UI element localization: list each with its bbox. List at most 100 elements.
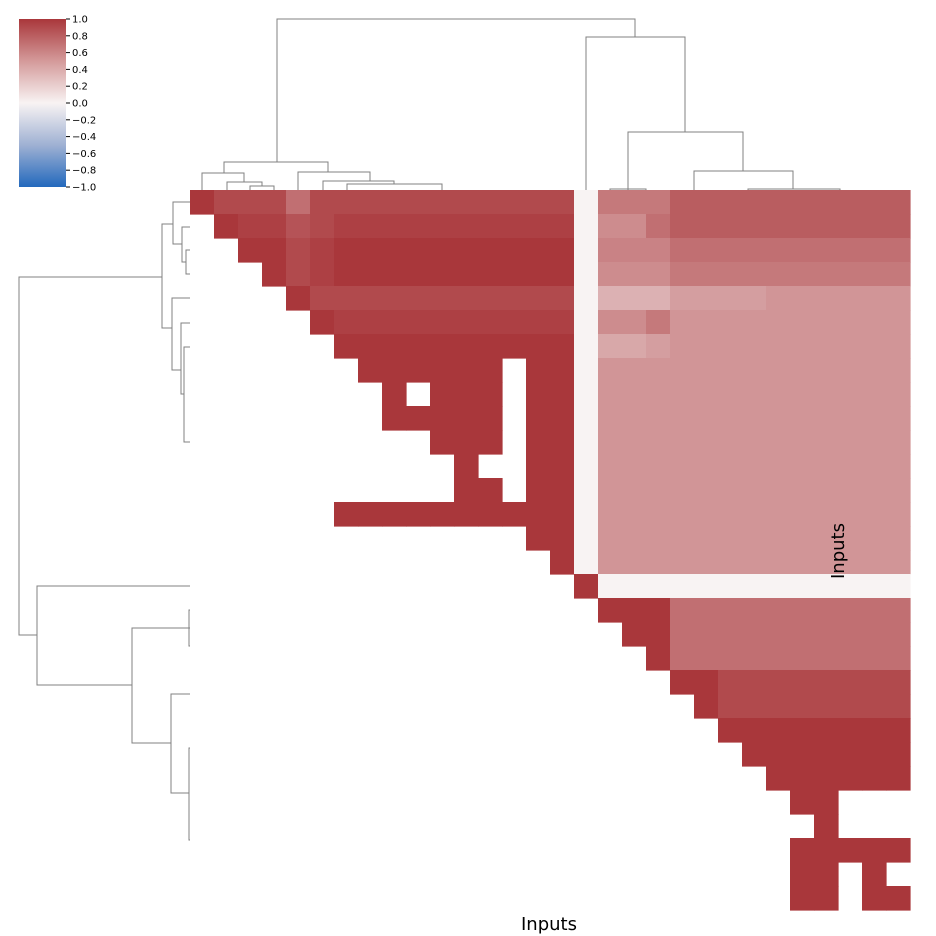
heatmap-cell (478, 310, 503, 335)
heatmap-cell (358, 190, 383, 215)
heatmap-cell (526, 310, 551, 335)
heatmap-cell (286, 286, 311, 311)
row-dendro-link (185, 249, 190, 275)
heatmap-cell (742, 550, 767, 575)
heatmap-cell (814, 550, 839, 575)
heatmap-cell (862, 262, 887, 287)
colorbar-tick-label: −0.6 (72, 149, 96, 160)
heatmap-cell (430, 334, 455, 359)
heatmap-cell (886, 310, 911, 335)
heatmap-cell (742, 358, 767, 383)
heatmap-cell (310, 262, 335, 287)
heatmap-cell (886, 622, 911, 647)
heatmap-cell (478, 406, 503, 431)
heatmap-cell (742, 718, 767, 743)
heatmap-cell (430, 382, 455, 407)
heatmap-cell (262, 214, 287, 239)
heatmap-cell (622, 358, 647, 383)
heatmap-cell (478, 214, 503, 239)
heatmap-cell (598, 526, 623, 551)
heatmap-cell (838, 262, 863, 287)
heatmap-cell (598, 334, 623, 359)
heatmap-cell (886, 718, 911, 743)
heatmap-cell (646, 478, 671, 503)
heatmap-cell (430, 238, 455, 263)
heatmap-cell (502, 286, 527, 311)
heatmap-cell (742, 526, 767, 551)
heatmap-cell (550, 214, 575, 239)
heatmap-cell (862, 838, 887, 863)
heatmap-cell (718, 478, 743, 503)
heatmap-cell (718, 694, 743, 719)
y-axis-label: Inputs (828, 523, 849, 579)
heatmap-cell (574, 310, 599, 335)
heatmap-cell (862, 598, 887, 623)
heatmap-cell (814, 694, 839, 719)
heatmap-cell (886, 550, 911, 575)
heatmap-cell (382, 358, 407, 383)
heatmap-cell (310, 238, 335, 263)
heatmap-cell (310, 214, 335, 239)
heatmap-cell (694, 310, 719, 335)
heatmap-cell (574, 454, 599, 479)
heatmap-cell (238, 214, 263, 239)
heatmap-cell (766, 358, 791, 383)
colorbar-tick-label: 0.4 (72, 65, 88, 76)
x-axis-label: Inputs (521, 914, 577, 935)
heatmap-cell (214, 214, 239, 239)
heatmap-cell (670, 262, 695, 287)
heatmap-cell (718, 238, 743, 263)
heatmap-cell (814, 718, 839, 743)
heatmap-cell (358, 214, 383, 239)
heatmap-cell (838, 526, 863, 551)
heatmap-cell (766, 526, 791, 551)
heatmap-cell (430, 190, 455, 215)
heatmap-cell (574, 526, 599, 551)
heatmap-cell (718, 214, 743, 239)
heatmap-cell (502, 310, 527, 335)
heatmap-cell (646, 454, 671, 479)
heatmap-cell (718, 382, 743, 407)
heatmap-cell (670, 214, 695, 239)
heatmap-cell (790, 238, 815, 263)
heatmap-cell (814, 382, 839, 407)
heatmap-cell (478, 430, 503, 455)
heatmap-cell (406, 262, 431, 287)
heatmap-cell (838, 550, 863, 575)
heatmap-cell (454, 310, 479, 335)
heatmap-cell (622, 310, 647, 335)
row-dendro-link (188, 609, 190, 647)
heatmap-cell (262, 190, 287, 215)
heatmap-cell (598, 262, 623, 287)
heatmap-cell (622, 526, 647, 551)
heatmap-cell (694, 190, 719, 215)
heatmap-cell (742, 238, 767, 263)
heatmap (190, 190, 911, 911)
row-dendro-link (183, 346, 190, 443)
heatmap-cell (790, 670, 815, 695)
heatmap-cell (838, 598, 863, 623)
row-dendro-link (172, 201, 190, 245)
heatmap-cell (718, 454, 743, 479)
col-dendro-link (223, 161, 329, 173)
heatmap-cell (862, 694, 887, 719)
heatmap-cell (742, 574, 767, 599)
heatmap-cell (646, 526, 671, 551)
colorbar-tick-label: −0.8 (72, 166, 96, 177)
heatmap-cell (334, 190, 359, 215)
heatmap-cell (838, 382, 863, 407)
heatmap-cell (526, 382, 551, 407)
heatmap-cell (430, 286, 455, 311)
heatmap-cell (598, 190, 623, 215)
heatmap-cell (766, 766, 791, 791)
heatmap-cell (574, 502, 599, 527)
heatmap-cell (886, 838, 911, 863)
heatmap-cell (838, 190, 863, 215)
heatmap-cell (478, 286, 503, 311)
heatmap-cell (622, 598, 647, 623)
heatmap-cell (478, 334, 503, 359)
heatmap-cell (814, 214, 839, 239)
heatmap-cell (334, 502, 359, 527)
colorbar-ticks: 1.0 0.8 0.6 0.4 0.2 0.0 −0.2 −0.4 −0.6 −0.8 −1.0 (66, 15, 96, 194)
heatmap-cell (838, 622, 863, 647)
